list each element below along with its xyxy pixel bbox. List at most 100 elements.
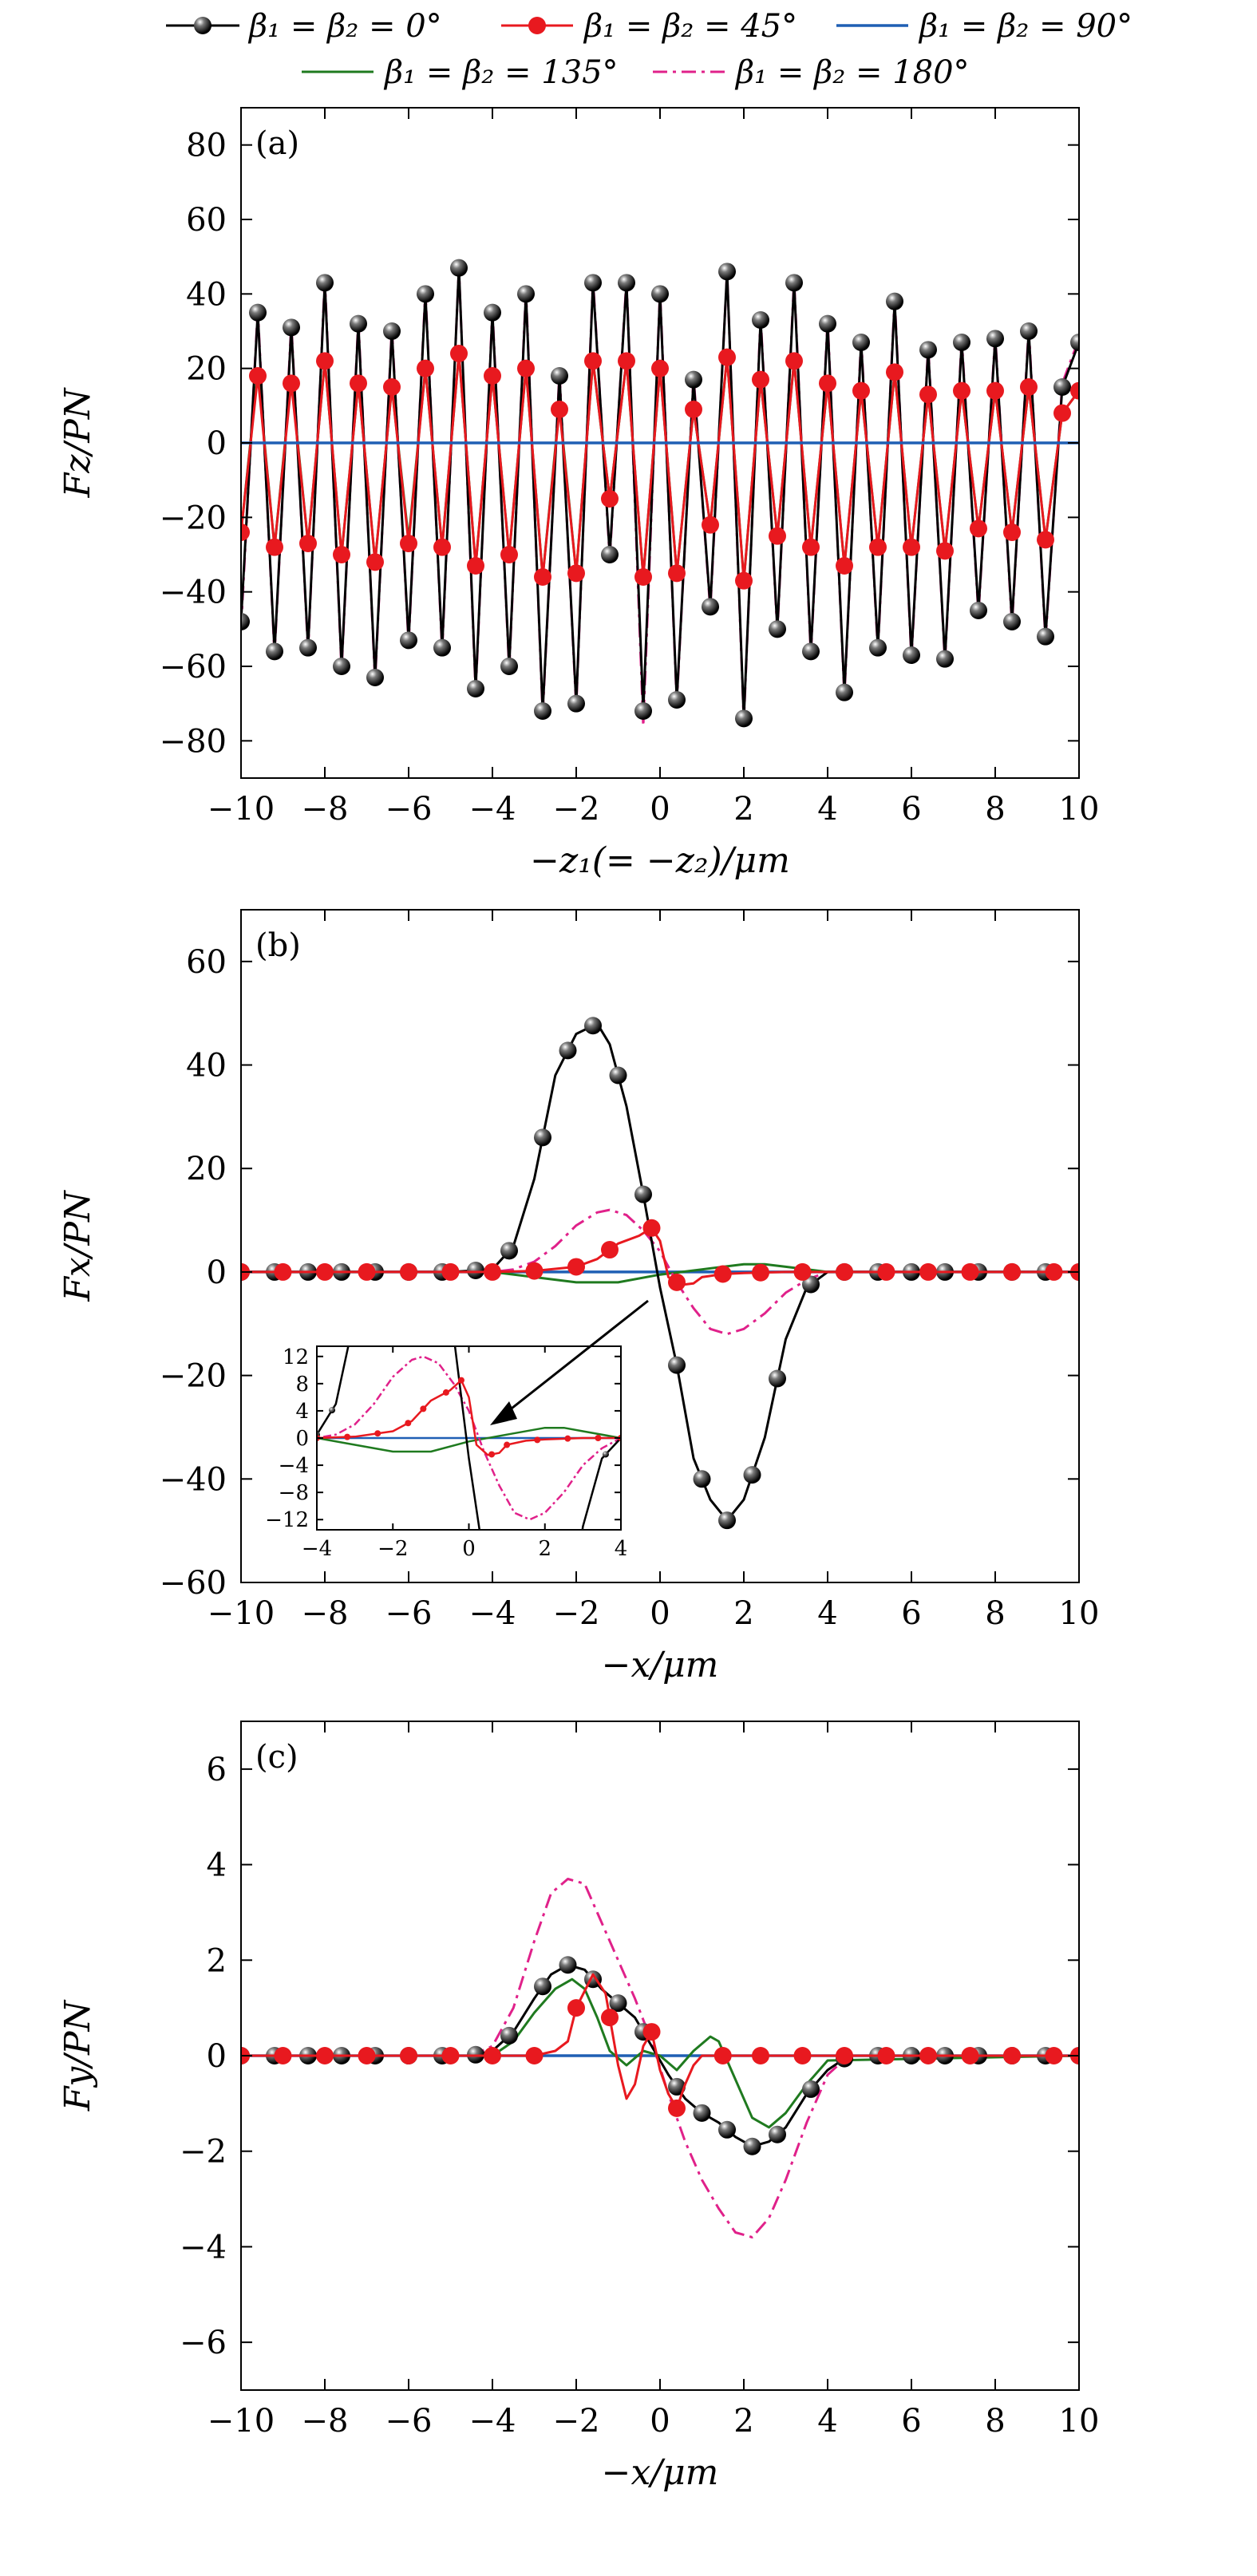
series-3 [241,1977,1079,2129]
y-tick-label: −2 [180,2134,227,2171]
data-point [534,568,551,586]
data-point [1020,322,1038,340]
y-tick-label: −80 [160,723,227,760]
x-tick-label: −6 [385,791,433,828]
legend: β₁ = β₂ = 0° β₁ = β₂ = 45° β₁ = β₂ = 90° β₁… [166,8,1132,91]
data-point [564,1435,571,1442]
data-point [718,348,736,366]
y-tick-label: 8 [295,1373,309,1397]
data-point [488,1451,496,1458]
data-point [417,359,434,377]
data-point [1053,378,1071,396]
data-point [668,691,686,709]
panel-label: (b) [255,927,301,964]
data-point [500,658,518,675]
legend-label: β₁ = β₂ = 180° [734,54,970,91]
data-point [802,538,820,556]
data-point [316,2047,334,2064]
data-point [450,259,468,277]
data-point [358,2047,376,2064]
y-tick-label: 4 [295,1400,309,1424]
data-point [668,2077,686,2096]
panel-label: (a) [255,125,299,162]
data-point [1070,381,1079,400]
data-point [836,2047,853,2064]
data-point [484,1262,501,1281]
data-point [241,613,250,630]
data-point [836,683,853,701]
y-tick-label: 40 [186,1048,227,1085]
data-point [642,2023,661,2041]
data-point [668,1356,686,1374]
data-point [1037,627,1054,646]
data-point [718,1511,736,1530]
plot-area [241,1878,1079,2238]
data-point [420,1405,427,1412]
data-point [618,352,635,370]
plot-area [241,1017,1079,1530]
data-point [919,1262,937,1281]
data-point [903,538,920,556]
x-tick-label: 10 [1059,2403,1100,2440]
series-line [241,1963,1079,2148]
data-point [433,638,451,657]
data-point [350,374,367,393]
x-tick-label: −10 [208,791,275,828]
data-point [936,650,954,668]
data-point [467,1261,484,1279]
x-tick-label: −10 [208,1595,275,1632]
data-point [936,542,954,560]
data-point [316,1262,334,1281]
data-point [517,285,535,303]
x-tick-label: 8 [985,1595,1005,1632]
data-point [417,285,434,303]
x-tick-label: 2 [538,1537,551,1561]
y-tick-label: 80 [186,128,227,164]
data-point [769,1369,786,1388]
data-point [601,2009,619,2027]
x-tick-label: 2 [733,791,753,828]
data-point [567,1258,585,1276]
data-point [383,378,401,396]
data-point [467,680,484,697]
arrow-head [490,1401,517,1425]
x-axis-label: −x/μm [602,1645,719,1685]
data-point [609,1994,627,2013]
data-point [919,341,937,359]
data-point [836,557,853,575]
data-point [400,535,417,552]
data-point [1003,1262,1021,1281]
y-tick-label: −8 [279,1481,309,1505]
data-point [702,516,719,534]
data-point [986,381,1004,400]
data-point [618,274,635,292]
data-point [602,1451,609,1458]
data-point [634,568,652,586]
x-tick-label: 4 [817,2403,837,2440]
data-point [1003,523,1021,541]
data-point [567,1999,585,2017]
series-line [241,1878,1079,2238]
data-point [802,642,820,661]
y-tick-label: −12 [265,1508,309,1532]
y-tick-label: −4 [279,1454,309,1478]
data-point [525,2047,544,2064]
y-tick-label: −40 [160,1461,227,1498]
data-point [735,709,753,728]
y-tick-label: −60 [160,649,227,685]
data-point [651,285,669,303]
data-point [668,564,686,583]
data-point [1003,2047,1021,2064]
series-3 [317,1426,621,1453]
data-point [634,1185,652,1203]
legend-label: β₁ = β₂ = 135° [383,54,619,91]
data-point [366,553,384,571]
data-point [769,620,786,638]
x-tick-label: 4 [817,1595,837,1632]
data-point [601,1241,619,1259]
y-tick-label: 6 [207,1752,227,1788]
x-tick-label: 2 [733,2403,753,2440]
